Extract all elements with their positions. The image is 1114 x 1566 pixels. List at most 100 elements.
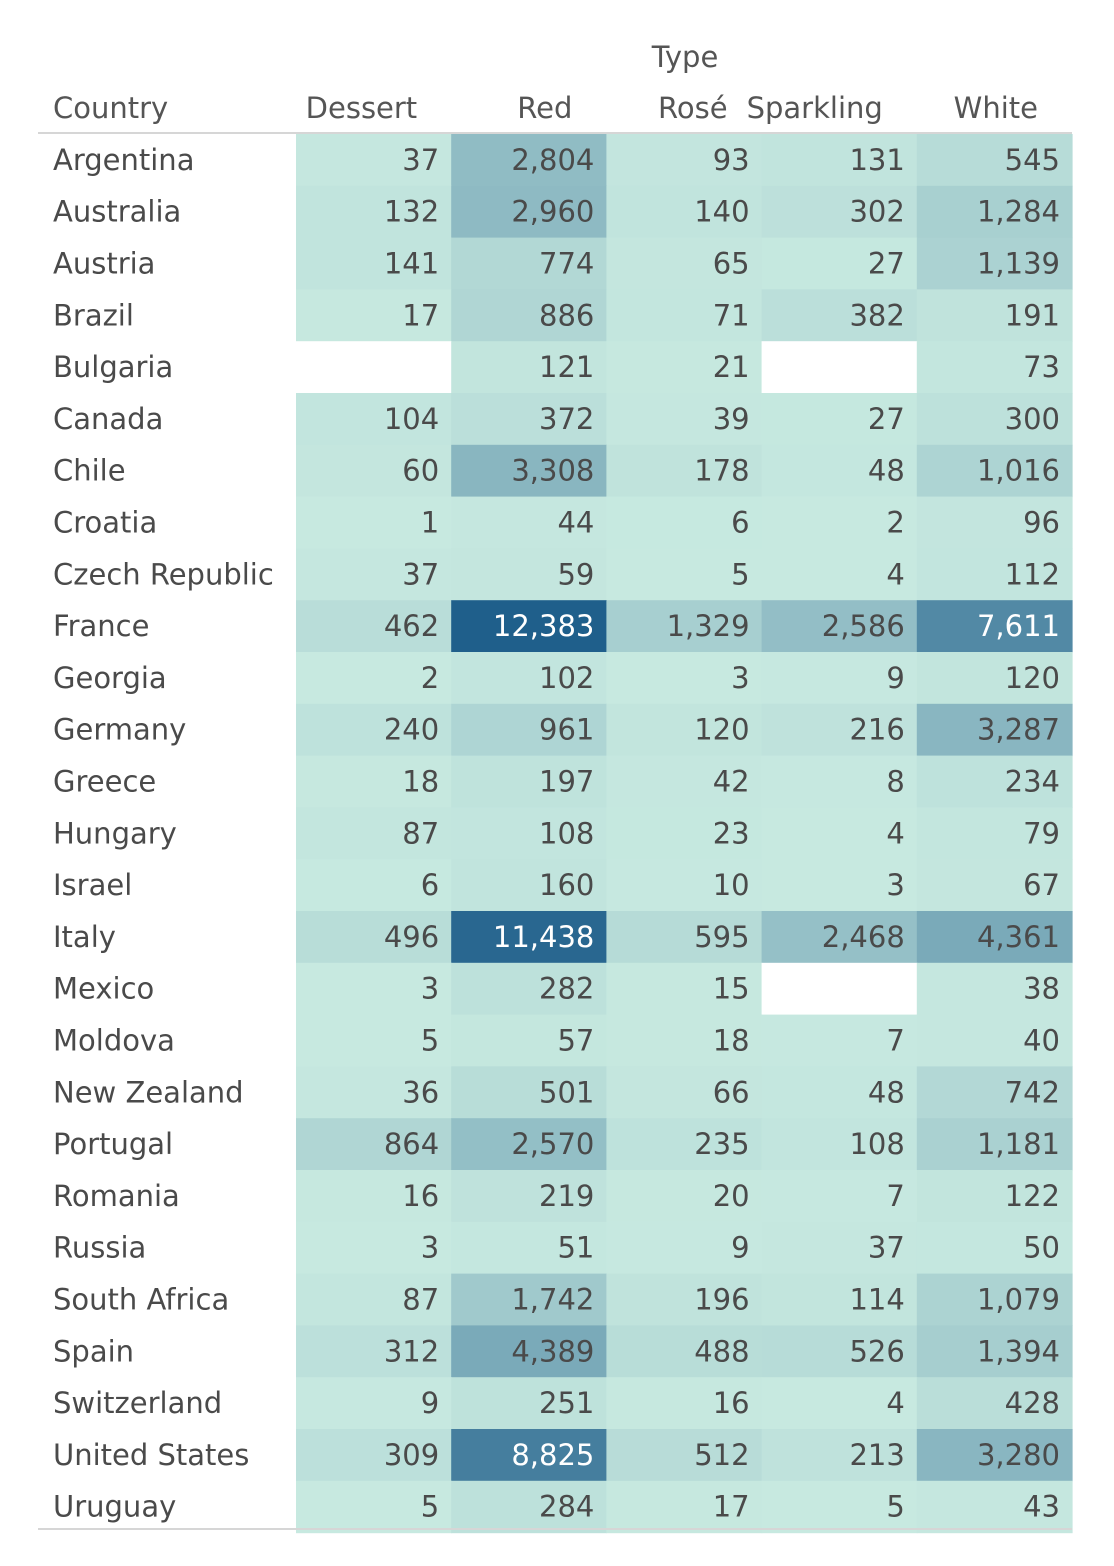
cell-value-label: 11,438	[493, 920, 594, 954]
cell-value-label: 67	[1023, 868, 1060, 902]
cell-value-label: 1	[421, 506, 439, 540]
cell-value-label: 93	[713, 143, 750, 177]
table-header: Type Country Dessert Red Rosé Sparkling Whit…	[53, 40, 1038, 125]
heatmap-cell	[296, 1221, 452, 1275]
cell-value-label: 87	[402, 1283, 439, 1317]
cell-value-label: 488	[694, 1334, 749, 1368]
cell-value-label: 309	[384, 1438, 439, 1472]
heatmap-cell	[606, 755, 763, 808]
heatmap-cell	[606, 911, 763, 964]
row-label: Czech Republic	[53, 557, 274, 591]
cell-value-label: 71	[713, 298, 750, 332]
heatmap-cell	[451, 911, 607, 964]
heatmap-cell	[296, 1480, 452, 1534]
cell-value-label: 1,329	[667, 609, 750, 643]
heatmap-cell	[916, 652, 1073, 705]
heatmap-cell	[296, 1170, 452, 1223]
cell-value-label: 2,960	[511, 195, 594, 229]
heatmap-cell	[761, 1066, 918, 1119]
cell-value-label: 65	[713, 247, 750, 281]
row-label: Greece	[53, 765, 156, 799]
cell-value-label: 5	[421, 1490, 439, 1524]
row-label: Australia	[53, 195, 181, 229]
cell-value-label: 284	[539, 1490, 594, 1524]
cell-value-label: 2,586	[822, 609, 905, 643]
heatmap-cell	[451, 1377, 607, 1430]
heatmap-cell	[296, 1429, 452, 1482]
cell-value-label: 4,389	[511, 1334, 594, 1368]
cell-value-label: 4,361	[977, 920, 1060, 954]
cell-value-label: 1,284	[977, 195, 1060, 229]
cell-value-label: 21	[713, 350, 750, 384]
heatmap-cell	[606, 134, 763, 187]
heatmap-cell	[606, 807, 763, 860]
row-label: Romania	[53, 1179, 180, 1213]
heatmap-cell	[451, 134, 607, 187]
cell-value-label: 886	[539, 298, 594, 332]
cell-value-label: 2,570	[511, 1127, 594, 1161]
heatmap-cell	[296, 134, 452, 187]
cell-value-label: 428	[1005, 1386, 1060, 1420]
heatmap-cell	[296, 652, 452, 705]
heatmap-cell	[916, 703, 1073, 757]
heatmap-cell	[451, 341, 607, 394]
row-label: Switzerland	[53, 1386, 222, 1420]
heatmap-cell	[916, 237, 1073, 290]
cell-value-label: 87	[402, 816, 439, 850]
cell-value-label: 196	[694, 1283, 749, 1317]
cell-value-label: 114	[849, 1283, 904, 1317]
cell-value-label: 79	[1023, 816, 1060, 850]
heatmap-cell	[451, 807, 607, 860]
cell-value-label: 3	[731, 661, 749, 695]
heatmap-cell	[606, 1221, 763, 1275]
cell-value-label: 774	[539, 247, 594, 281]
cell-value-label: 59	[557, 557, 594, 591]
cell-value-label: 3,308	[511, 454, 594, 488]
cell-value-label: 16	[713, 1386, 750, 1420]
heatmap-cell	[606, 1014, 763, 1067]
heatmap-cell	[916, 393, 1073, 446]
heatmap-cell	[916, 1325, 1073, 1378]
cell-value-label: 3	[421, 1231, 439, 1265]
cell-value-label: 251	[539, 1386, 594, 1420]
row-label: Germany	[53, 713, 186, 747]
heatmap-cell	[761, 1429, 918, 1482]
cell-value-label: 1,016	[977, 454, 1060, 488]
cell-value-label: 178	[694, 454, 749, 488]
cell-value-label: 140	[694, 195, 749, 229]
cell-value-label: 17	[402, 298, 439, 332]
cell-value-label: 8	[886, 765, 904, 799]
cell-value-label: 235	[694, 1127, 749, 1161]
heatmap-cell	[451, 1014, 607, 1067]
heatmap-cell	[761, 1170, 918, 1223]
heatmap-cell	[606, 289, 763, 342]
heatmap-cell	[451, 289, 607, 342]
cell-value-label: 2	[421, 661, 439, 695]
cell-value-label: 1,742	[511, 1283, 594, 1317]
heatmap-cell	[916, 341, 1073, 394]
column-header-white: White	[954, 91, 1038, 125]
heatmap-cell	[451, 703, 607, 757]
cell-value-label: 12,383	[493, 609, 594, 643]
heatmap-cell	[451, 1325, 607, 1378]
cell-value-label: 372	[539, 402, 594, 436]
heatmap-cell	[451, 1429, 607, 1482]
heatmap-cell	[296, 185, 452, 239]
heatmap-cell	[916, 289, 1073, 342]
heatmap-cell	[761, 807, 918, 860]
heatmap-cell	[296, 600, 452, 653]
heatmap-cell	[761, 393, 918, 446]
heatmap-cell	[916, 1273, 1073, 1326]
heatmap-cell	[451, 237, 607, 290]
cell-value-label: 57	[557, 1024, 594, 1058]
cell-value-label: 595	[694, 920, 749, 954]
heatmap-cell	[761, 1480, 918, 1534]
heatmap-cell	[606, 1170, 763, 1223]
heatmap-cell	[916, 134, 1073, 187]
heatmap-cell	[451, 1273, 607, 1326]
cell-value-label: 219	[539, 1179, 594, 1213]
cell-value-label: 9	[886, 661, 904, 695]
row-label: Russia	[53, 1231, 146, 1265]
cell-value-label: 37	[868, 1231, 905, 1265]
